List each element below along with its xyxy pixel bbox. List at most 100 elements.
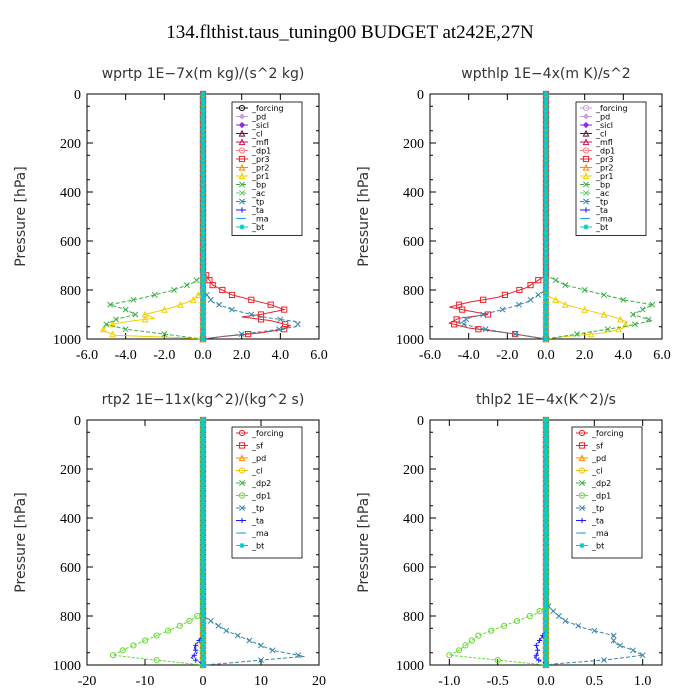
data-point [200,613,206,619]
chart-panel-3: rtp2 1E−11x(kg^2)/(kg^2 s) Pressure [hPa]… [13,392,326,689]
data-point [601,291,607,298]
data-point [543,106,549,112]
legend-label: _pd [251,454,266,463]
data-point [200,535,206,541]
data-point [527,296,534,303]
data-point [527,282,534,289]
y-tick-label: 0 [74,414,81,429]
data-point [200,559,206,565]
data-point [482,326,489,333]
data-point [543,559,549,565]
data-point [468,637,475,644]
data-point [561,300,569,308]
data-point [228,291,236,298]
legend-label: _tp [251,504,264,513]
legend-marker [238,129,246,137]
data-point [200,603,206,609]
data-point [109,320,117,328]
legend-marker [582,172,590,180]
legend-entry: _cl [236,467,263,476]
chart-panel-4: thlp2 1E−4x(K^2)/s Pressure [hPa] 0 200 400 6… [356,392,663,689]
x-tick-label: -6.0 [76,348,98,363]
legend-marker [238,113,246,120]
legend-marker [238,429,246,437]
legend-entry: _ta [576,517,604,526]
data-point [200,267,206,273]
data-point [216,301,223,308]
data-point [200,130,206,136]
legend-label: _ta [595,206,608,215]
legend-marker [582,155,590,163]
data-point [615,325,622,333]
data-point [630,647,636,654]
data-point [533,652,539,658]
series-line [545,94,628,340]
data-point [543,218,549,224]
legend-entry: _pr1 [580,172,613,181]
data-point [543,598,549,604]
data-point [200,321,206,327]
data-point [171,287,177,293]
legend-label: _pr2 [595,164,613,173]
data-point [103,321,110,328]
data-point [543,642,549,648]
data-point [200,461,206,467]
data-point [200,574,206,580]
data-point [200,297,206,303]
data-point [200,174,206,180]
x-tick-label: -2.0 [496,348,518,363]
data-point [543,331,549,337]
data-point [645,316,652,323]
legend-label: _sicl [251,121,269,130]
data-point [543,91,549,97]
data-point [620,296,627,303]
y-tick-label: 400 [403,186,424,201]
data-point [543,184,549,190]
y-tick-label: 800 [403,610,424,625]
series-bt [200,91,206,342]
legend-label: _bp [595,181,610,190]
legend-marker [579,480,585,486]
data-point [200,160,206,166]
legend-label: _ta [251,517,264,526]
series-line [104,94,204,340]
data-point [200,446,206,452]
y-axis-label: Pressure [hPa] [13,166,29,266]
data-point [543,525,549,531]
legend-entry: _tp [576,504,604,513]
data-point [543,628,549,634]
data-point [550,608,557,615]
legend-marker [579,542,585,549]
data-point [543,321,549,327]
data-point [543,530,549,536]
legend-entry: _pr2 [236,164,269,173]
data-point [200,530,206,536]
legend-entry: _ma [580,215,613,224]
legend-label: _ma [591,529,609,538]
data-point [555,613,562,619]
legend-entry: _cl [236,130,263,139]
series-pr3 [447,90,550,343]
data-point [200,628,206,634]
data-point [552,277,559,284]
data-point [277,316,284,323]
data-point [494,657,501,664]
legend-entry: _pr3 [580,155,613,164]
legend-entry: _sicl [580,121,613,130]
data-point [200,184,206,190]
data-point [512,331,519,338]
legend-marker [583,198,589,205]
data-point [543,199,549,205]
legend-entry: _forcing [236,104,284,113]
data-point [543,125,549,131]
data-point [543,486,549,492]
data-point [543,451,549,457]
data-point [631,321,638,328]
data-point [200,253,206,259]
data-point [207,296,214,303]
data-point [258,657,264,664]
data-point [526,612,533,620]
data-point [543,510,549,516]
data-point [543,164,549,171]
